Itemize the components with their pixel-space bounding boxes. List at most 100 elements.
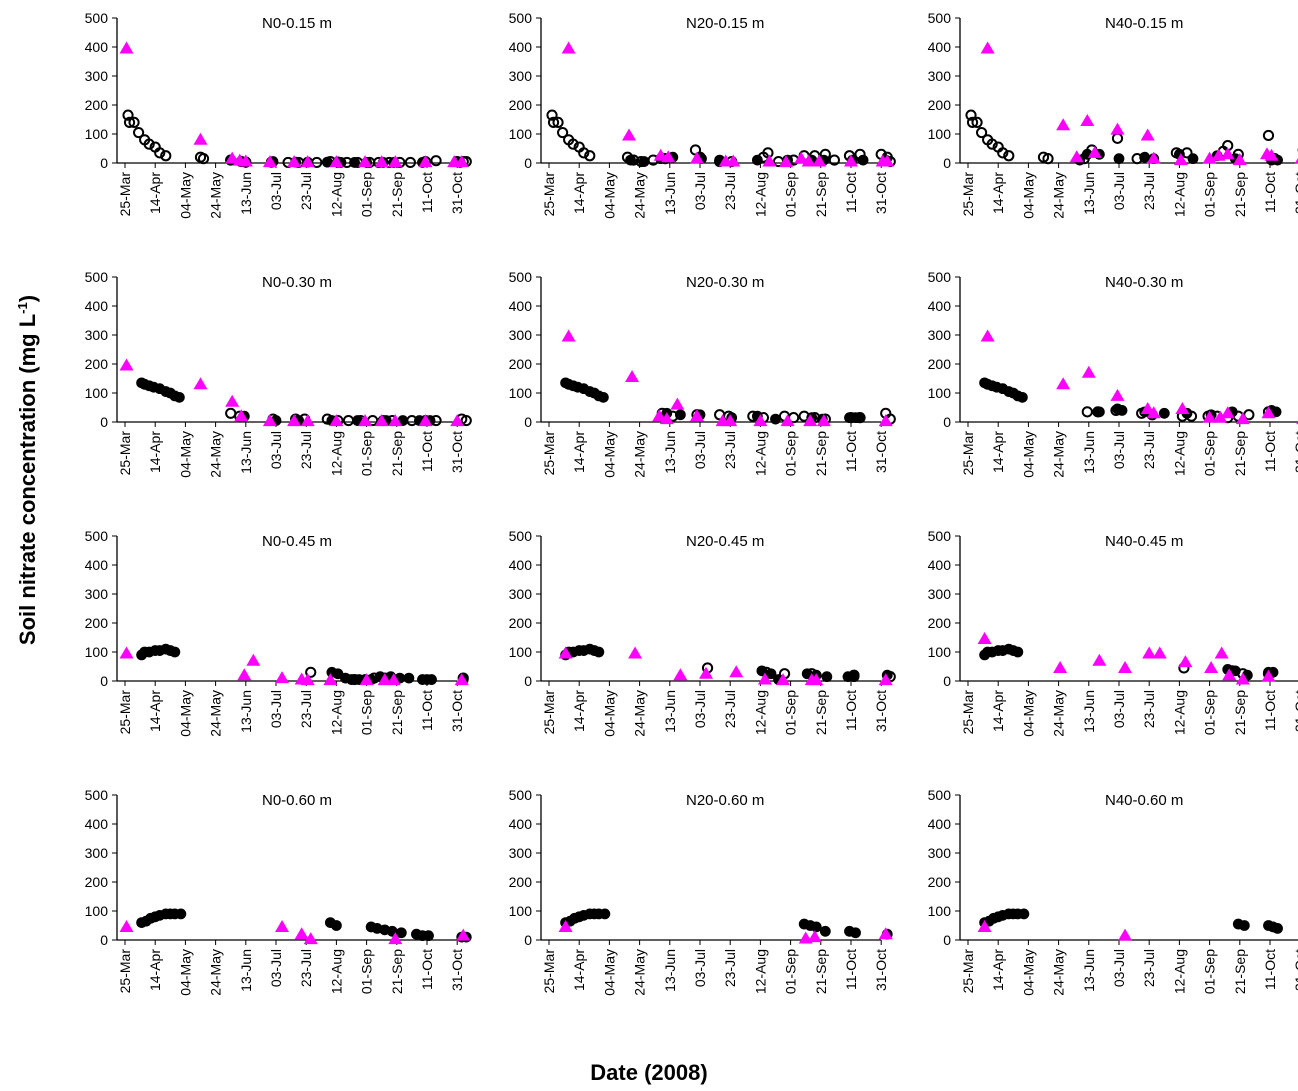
y-tick-label: 200 bbox=[509, 356, 533, 372]
point-triangle bbox=[673, 668, 688, 681]
x-tick-label: 04-May bbox=[1020, 690, 1036, 737]
x-tick-label: 12-Aug bbox=[328, 949, 344, 994]
y-tick-label: 200 bbox=[928, 874, 952, 890]
panel-title: N40-0.45 m bbox=[1105, 533, 1183, 550]
x-tick-label: 01-Sep bbox=[1202, 431, 1218, 476]
point-triangle bbox=[1235, 412, 1250, 425]
point-triangle bbox=[1202, 410, 1217, 423]
x-tick-label: 21-Sep bbox=[1232, 690, 1248, 735]
x-tick-label: 31-Oct bbox=[1292, 690, 1298, 732]
y-tick-label: 500 bbox=[928, 787, 952, 803]
point-triangle bbox=[625, 370, 640, 383]
point-triangle bbox=[723, 414, 738, 427]
x-tick-label: 21-Sep bbox=[813, 690, 829, 735]
y-tick-label: 400 bbox=[928, 816, 952, 832]
x-tick-label: 01-Sep bbox=[359, 949, 375, 994]
x-tick-label: 31-Oct bbox=[449, 690, 465, 732]
point-triangle bbox=[661, 150, 676, 163]
y-tick-label: 500 bbox=[928, 10, 952, 26]
point-filled-circle bbox=[1093, 406, 1105, 418]
y-tick-label: 0 bbox=[943, 932, 951, 948]
x-tick-label: 13-Jun bbox=[238, 172, 254, 215]
y-tick-label: 400 bbox=[928, 298, 952, 314]
point-triangle bbox=[119, 646, 134, 659]
y-tick-label: 500 bbox=[928, 269, 952, 285]
y-tick-label: 400 bbox=[509, 298, 533, 314]
point-triangle bbox=[878, 414, 893, 427]
point-filled-circle bbox=[810, 921, 822, 933]
y-tick-label: 500 bbox=[509, 269, 533, 285]
x-tick-label: 11-Oct bbox=[1262, 431, 1278, 472]
point-triangle bbox=[454, 155, 469, 168]
point-filled-circle bbox=[426, 674, 437, 685]
x-tick-label: 24-May bbox=[1051, 172, 1067, 219]
y-tick-label: 200 bbox=[85, 615, 109, 631]
x-tick-label: 03-Jul bbox=[268, 690, 284, 728]
point-triangle bbox=[1087, 145, 1102, 158]
point-filled-circle bbox=[1187, 153, 1199, 165]
x-tick-label: 21-Sep bbox=[389, 172, 405, 217]
y-tick-label: 0 bbox=[943, 155, 951, 171]
x-tick-label: 31-Oct bbox=[449, 949, 465, 991]
x-tick-label: 04-May bbox=[601, 431, 617, 478]
x-tick-label: 03-Jul bbox=[268, 949, 284, 987]
point-triangle bbox=[303, 932, 318, 945]
point-open-circle bbox=[197, 153, 210, 165]
y-tick-label: 300 bbox=[85, 845, 109, 861]
point-open-circle bbox=[342, 414, 355, 427]
point-triangle bbox=[816, 414, 831, 427]
y-tick-label: 0 bbox=[943, 414, 951, 430]
point-triangle bbox=[358, 155, 373, 168]
panel-9: 0 100 200 300 400 500 25-Mar 14-Apr 04-May 24-May… bbox=[85, 787, 472, 996]
y-tick-label: 300 bbox=[509, 586, 533, 602]
y-tick-label: 200 bbox=[85, 97, 109, 113]
x-tick-label: 13-Jun bbox=[662, 431, 678, 474]
point-triangle bbox=[300, 673, 315, 686]
point-triangle bbox=[450, 414, 465, 427]
point-filled-circle bbox=[821, 671, 833, 683]
point-triangle bbox=[689, 409, 704, 422]
x-tick-label: 12-Aug bbox=[1171, 949, 1187, 994]
x-tick-label: 01-Sep bbox=[359, 172, 375, 217]
point-triangle bbox=[801, 154, 816, 167]
point-triangle bbox=[418, 155, 433, 168]
x-tick-label: 14-Apr bbox=[147, 690, 163, 732]
x-tick-label: 04-May bbox=[1020, 172, 1036, 219]
y-tick-label: 100 bbox=[85, 385, 109, 401]
x-tick-label: 13-Jun bbox=[662, 690, 678, 733]
x-tick-label: 31-Oct bbox=[1292, 431, 1298, 473]
point-triangle bbox=[1175, 401, 1190, 414]
x-tick-label: 25-Mar bbox=[960, 172, 976, 217]
x-tick-label: 21-Sep bbox=[813, 172, 829, 217]
x-tick-label: 25-Mar bbox=[960, 949, 976, 994]
point-filled-circle bbox=[857, 154, 869, 166]
point-filled-circle bbox=[1238, 920, 1250, 931]
point-triangle bbox=[628, 646, 643, 659]
y-tick-label: 200 bbox=[509, 874, 533, 890]
y-tick-label: 100 bbox=[509, 644, 533, 660]
y-tick-label: 100 bbox=[85, 126, 109, 142]
point-open-circle bbox=[556, 126, 569, 139]
x-tick-label: 21-Sep bbox=[389, 949, 405, 994]
x-tick-label: 23-Jul bbox=[722, 949, 738, 987]
x-tick-label: 01-Sep bbox=[783, 431, 799, 476]
point-triangle bbox=[652, 409, 667, 422]
y-tick-label: 500 bbox=[85, 787, 109, 803]
point-triangle bbox=[1214, 646, 1229, 659]
y-tick-label: 100 bbox=[928, 903, 952, 919]
x-tick-label: 23-Jul bbox=[1141, 949, 1157, 987]
x-tick-label: 21-Sep bbox=[813, 431, 829, 476]
point-triangle bbox=[262, 155, 277, 168]
y-tick-label: 0 bbox=[524, 932, 532, 948]
y-tick-label: 300 bbox=[928, 586, 952, 602]
x-tick-label: 25-Mar bbox=[960, 690, 976, 735]
point-filled-circle bbox=[1272, 923, 1283, 934]
point-triangle bbox=[358, 414, 373, 427]
point-triangle bbox=[1213, 410, 1228, 423]
point-triangle bbox=[1173, 153, 1188, 166]
point-open-circle bbox=[1003, 150, 1015, 162]
x-tick-label: 11-Oct bbox=[843, 949, 859, 990]
y-tick-label: 400 bbox=[85, 816, 109, 832]
panel-title: N20-0.45 m bbox=[686, 533, 764, 550]
